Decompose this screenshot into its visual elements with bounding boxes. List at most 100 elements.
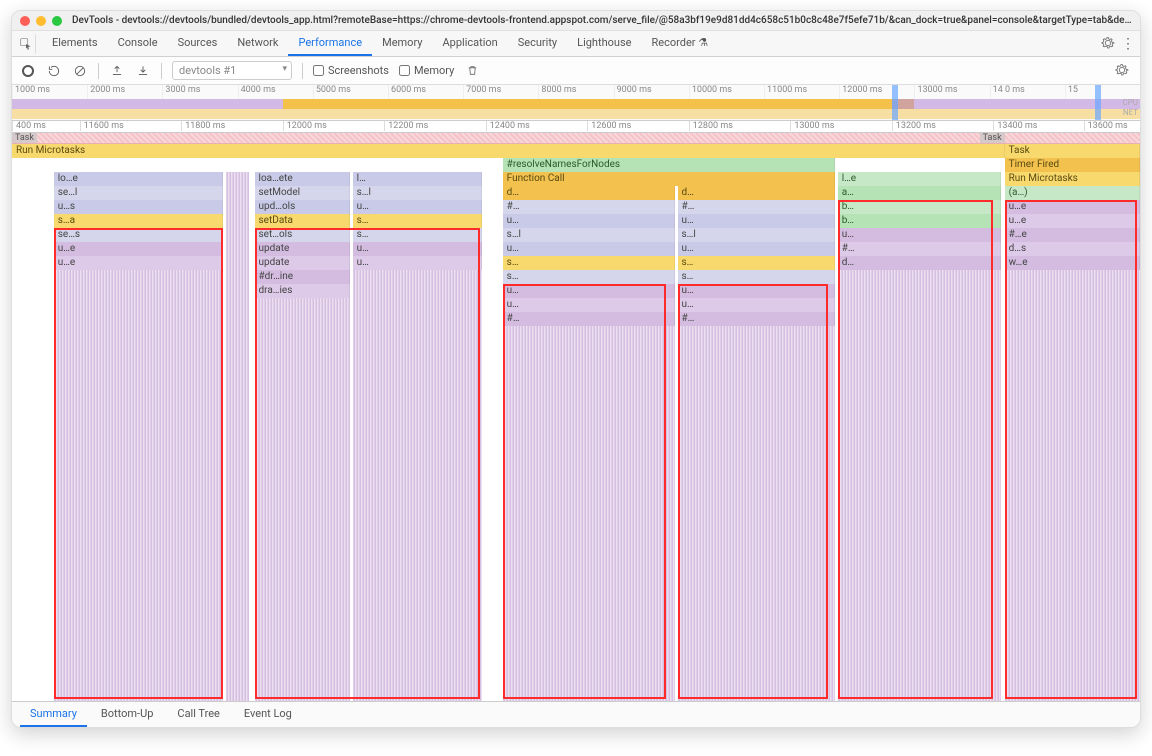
flame-deep-stack[interactable] xyxy=(226,172,249,701)
zoom-icon[interactable] xyxy=(52,16,62,26)
flame-frame[interactable]: s…l xyxy=(503,228,676,242)
flame-deep-stack[interactable] xyxy=(838,270,1002,701)
flame-frame[interactable]: s… xyxy=(503,256,676,270)
record-button[interactable] xyxy=(20,63,36,79)
flame-frame[interactable]: (a…) xyxy=(1005,186,1140,200)
flame-frame[interactable]: u… xyxy=(838,228,1002,242)
flame-frame[interactable]: #… xyxy=(678,200,836,214)
flame-deep-stack[interactable] xyxy=(1005,270,1140,701)
more-menu-icon[interactable]: ⋮ xyxy=(1120,36,1136,52)
flame-frame[interactable]: s…a xyxy=(54,214,223,228)
flame-frame[interactable]: #…e xyxy=(1005,228,1140,242)
flame-frame[interactable]: u… xyxy=(678,298,836,312)
range-handle-left[interactable] xyxy=(892,85,898,120)
flame-frame[interactable]: #dr…ine xyxy=(255,270,351,284)
tab-network[interactable]: Network xyxy=(227,31,288,56)
flame-frame[interactable]: a… xyxy=(838,186,1002,200)
flame-frame[interactable]: u…e xyxy=(1005,200,1140,214)
flame-frame[interactable]: setModel xyxy=(255,186,351,200)
flame-frame[interactable]: Run Microtasks xyxy=(1005,172,1140,186)
trash-icon[interactable] xyxy=(464,63,480,79)
flame-deep-stack[interactable] xyxy=(54,270,223,701)
close-icon[interactable] xyxy=(20,16,30,26)
flame-frame[interactable]: u…e xyxy=(54,256,223,270)
tab-elements[interactable]: Elements xyxy=(42,31,108,56)
minimize-icon[interactable] xyxy=(36,16,46,26)
details-tab-summary[interactable]: Summary xyxy=(20,702,87,727)
flame-frame[interactable]: s…l xyxy=(353,186,483,200)
flame-frame[interactable]: d… xyxy=(503,186,676,200)
flame-frame[interactable]: s… xyxy=(678,270,836,284)
tab-sources[interactable]: Sources xyxy=(168,31,228,56)
inspect-element-icon[interactable] xyxy=(16,34,36,54)
flame-frame[interactable]: u… xyxy=(503,242,676,256)
flame-frame[interactable]: u… xyxy=(353,200,483,214)
details-tab-event-log[interactable]: Event Log xyxy=(234,702,302,727)
flame-frame[interactable]: u…s xyxy=(54,200,223,214)
flame-frame[interactable]: d… xyxy=(838,256,1002,270)
flame-frame[interactable]: u…e xyxy=(1005,214,1140,228)
flame-frame[interactable]: loa…ete xyxy=(255,172,351,186)
flame-frame[interactable]: b… xyxy=(838,200,1002,214)
details-tab-call-tree[interactable]: Call Tree xyxy=(167,702,229,727)
session-select[interactable]: devtools #1 xyxy=(172,61,292,80)
flame-frame[interactable]: l… xyxy=(353,172,483,186)
upload-icon[interactable] xyxy=(109,63,125,79)
flame-frame[interactable]: set…ols xyxy=(255,228,351,242)
memory-checkbox[interactable]: Memory xyxy=(399,64,454,77)
flame-frame[interactable]: #… xyxy=(678,312,836,326)
screenshots-checkbox[interactable]: Screenshots xyxy=(313,64,389,77)
tab-application[interactable]: Application xyxy=(432,31,507,56)
flame-frame[interactable]: s…l xyxy=(678,228,836,242)
tab-recorder[interactable]: Recorder ⚗ xyxy=(641,31,718,56)
tab-console[interactable]: Console xyxy=(108,31,168,56)
reload-record-icon[interactable] xyxy=(46,63,62,79)
flame-frame[interactable]: #… xyxy=(503,312,676,326)
flame-deep-stack[interactable] xyxy=(353,270,483,701)
flame-frame[interactable]: lo…e xyxy=(54,172,223,186)
overview-ruler[interactable]: 1000 ms2000 ms3000 ms4000 ms5000 ms6000 … xyxy=(12,85,1140,121)
flame-frame[interactable]: b… xyxy=(838,214,1002,228)
flame-frame[interactable]: d… xyxy=(678,186,836,200)
timeline-ruler[interactable]: 400 ms11600 ms11800 ms12000 ms12200 ms12… xyxy=(12,121,1140,133)
flame-frame[interactable]: u… xyxy=(678,214,836,228)
tab-memory[interactable]: Memory xyxy=(372,31,432,56)
flame-frame[interactable]: u… xyxy=(678,284,836,298)
flame-frame[interactable]: update xyxy=(255,242,351,256)
flame-frame[interactable]: l…e xyxy=(838,172,1002,186)
flame-frame[interactable]: #… xyxy=(838,242,1002,256)
flame-deep-stack[interactable] xyxy=(678,326,836,701)
flame-deep-stack[interactable] xyxy=(503,326,676,701)
flame-frame[interactable]: u… xyxy=(503,214,676,228)
flame-frame[interactable]: u… xyxy=(503,298,676,312)
flame-chart[interactable]: Run Microtasks lo…ese…lu…ss…ase…su…eu…e#… xyxy=(12,144,1140,701)
clear-icon[interactable] xyxy=(72,63,88,79)
flame-frame[interactable]: setData xyxy=(255,214,351,228)
flame-frame[interactable]: #… xyxy=(503,200,676,214)
flame-frame[interactable]: w…e xyxy=(1005,256,1140,270)
tab-performance[interactable]: Performance xyxy=(288,31,372,56)
tab-security[interactable]: Security xyxy=(508,31,567,56)
flame-frame[interactable]: upd…ols xyxy=(255,200,351,214)
flame-frame[interactable]: u… xyxy=(353,242,483,256)
flame-frame[interactable]: u… xyxy=(678,242,836,256)
flame-frame[interactable]: se…s xyxy=(54,228,223,242)
capture-settings-gear-icon[interactable] xyxy=(1114,62,1132,80)
details-tab-bottom-up[interactable]: Bottom-Up xyxy=(91,702,164,727)
flame-frame[interactable]: s… xyxy=(353,228,483,242)
flame-frame[interactable]: d…s xyxy=(1005,242,1140,256)
flame-frame[interactable]: s… xyxy=(678,256,836,270)
settings-gear-icon[interactable] xyxy=(1100,35,1118,53)
flame-frame[interactable]: Task xyxy=(1005,144,1140,158)
flame-frame[interactable]: u… xyxy=(503,284,676,298)
download-icon[interactable] xyxy=(135,63,151,79)
flame-frame[interactable]: Timer Fired xyxy=(1005,158,1140,172)
range-handle-right[interactable] xyxy=(1095,85,1101,120)
flame-frame[interactable]: update xyxy=(255,256,351,270)
flame-frame[interactable]: se…l xyxy=(54,186,223,200)
tab-lighthouse[interactable]: Lighthouse xyxy=(567,31,641,56)
flame-frame[interactable]: s… xyxy=(503,270,676,284)
flame-frame[interactable]: s… xyxy=(353,214,483,228)
flame-deep-stack[interactable] xyxy=(255,298,351,701)
flame-frame[interactable]: u… xyxy=(353,256,483,270)
